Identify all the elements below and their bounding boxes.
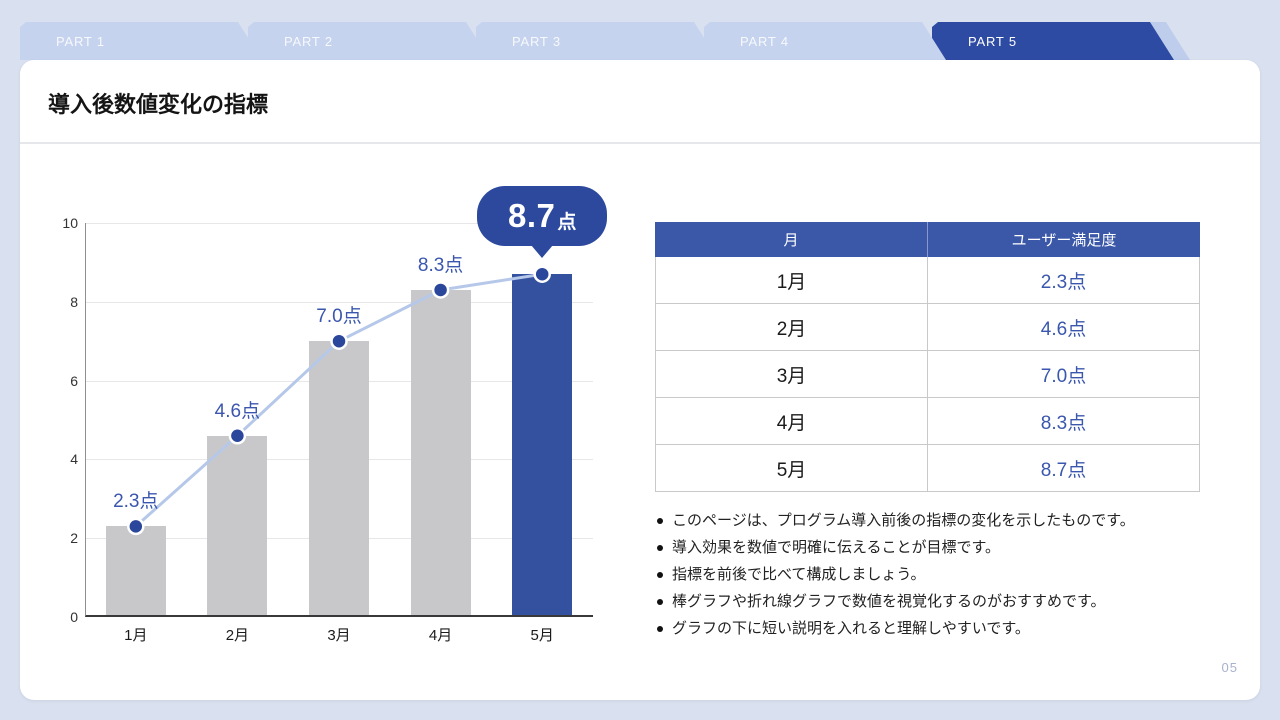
page-number: 05 (1221, 660, 1238, 675)
note-item: 導入効果を数値で明確に伝えることが目標です。 (657, 534, 1232, 561)
y-axis-tick-6: 6 (70, 372, 78, 389)
page-title: 導入後数値変化の指標 (48, 92, 269, 117)
bullet-icon (657, 545, 663, 551)
chart-bar (309, 341, 369, 617)
x-axis-label-3: 3月 (327, 627, 351, 644)
chart-axes (85, 223, 593, 617)
note-text: このページは、プログラム導入前後の指標の変化を示したものです。 (672, 512, 1135, 529)
table-header-month: 月 (655, 222, 928, 257)
value-cell: 4.6点 (1040, 318, 1087, 340)
header-divider (20, 142, 1260, 144)
y-axis-tick-10: 10 (62, 215, 78, 231)
data-point-label: 4.6点 (214, 400, 261, 422)
note-text: グラフの下に短い説明を入れると理解しやすいです。 (672, 620, 1030, 637)
tab-part-4[interactable]: PART 4 (704, 22, 946, 60)
value-cell: 7.0点 (1040, 365, 1087, 387)
x-axis-label-1: 1月 (124, 627, 148, 644)
month-cell: 2月 (656, 304, 928, 350)
note-item: このページは、プログラム導入前後の指標の変化を示したものです。 (657, 507, 1232, 534)
table-header-satisfaction: ユーザー満足度 (1011, 232, 1117, 249)
value-cell: 8.7点 (1040, 459, 1087, 481)
x-axis-label-4: 4月 (428, 627, 453, 644)
table-row: 4月 8.3点 (655, 398, 1200, 445)
x-axis-label-2: 2月 (225, 627, 250, 644)
tab-part-5[interactable]: PART 5 (932, 22, 1174, 60)
x-axis-label-5: 5月 (530, 627, 554, 644)
table-row: 2月 4.6点 (655, 304, 1200, 351)
y-axis-tick-0: 0 (70, 609, 78, 625)
table-row: 1月 2.3点 (655, 257, 1200, 304)
month-cell: 5月 (656, 445, 928, 491)
note-text: 導入効果を数値で明確に伝えることが目標です。 (672, 539, 1001, 556)
y-axis-tick-4: 4 (70, 451, 78, 468)
bullet-icon (657, 572, 663, 578)
table-header-row: 月 ユーザー満足度 (655, 222, 1200, 257)
note-text: 棒グラフや折れ線グラフで数値を視覚化するのがおすすめです。 (672, 593, 1106, 610)
month-cell: 4月 (656, 398, 928, 444)
bullet-icon (657, 518, 663, 524)
data-point-marker (533, 265, 551, 283)
bullet-icon (657, 626, 663, 632)
month-cell: 3月 (656, 351, 928, 397)
satisfaction-chart: 0 2 4 6 8 10 2.3点 4.6点 7.0点 8.3点 8.7 点 1月 2月 3月 4月 5月 (20, 60, 1260, 700)
note-text: 指標を前後で比べて構成しましょう。 (672, 566, 926, 583)
callout-bubble: 8.7 点 (477, 186, 608, 247)
data-point-marker (330, 332, 348, 350)
callout-unit: 点 (557, 211, 577, 233)
value-cell: 2.3点 (1040, 271, 1087, 293)
bullet-icon (657, 599, 663, 605)
gridline-10 (86, 223, 593, 224)
data-point-marker (127, 517, 145, 536)
chart-bar-highlight (512, 274, 573, 617)
y-axis-tick-8: 8 (70, 293, 78, 310)
satisfaction-table: 月 ユーザー満足度 1月 2.3点 2月 4.6点 3月 7.0点 4月 8.3点 5月 8.7点 (655, 222, 1200, 492)
gridline-8 (86, 301, 593, 303)
tab-part-1[interactable]: PART 1 (20, 22, 262, 60)
data-point-marker (431, 281, 450, 299)
chart-bar (105, 526, 166, 617)
data-point-marker (228, 427, 247, 445)
note-item: 棒グラフや折れ線グラフで数値を視覚化するのがおすすめです。 (657, 588, 1232, 615)
tab-part-3[interactable]: PART 3 (476, 22, 718, 60)
tab-part-2[interactable]: PART 2 (248, 22, 490, 60)
notes-list: このページは、プログラム導入前後の指標の変化を示したものです。 導入効果を数値で明… (657, 507, 1232, 642)
slide-card: 導入後数値変化の指標 0 2 4 6 8 10 2.3点 4.6点 7.0点 8.3点 8.7 点 1月… (20, 60, 1260, 700)
data-point-label: 8.3点 (417, 254, 464, 276)
y-axis-tick-2: 2 (70, 530, 78, 547)
month-cell: 1月 (656, 257, 928, 303)
callout-value: 8.7 (507, 197, 556, 235)
note-item: 指標を前後で比べて構成しましょう。 (657, 561, 1232, 588)
note-item: グラフの下に短い説明を入れると理解しやすいです。 (657, 615, 1232, 642)
table-row: 5月 8.7点 (655, 445, 1200, 492)
table-row: 3月 7.0点 (655, 351, 1200, 398)
line-series (127, 265, 551, 536)
data-point-label: 2.3点 (113, 491, 159, 513)
value-cell: 8.3点 (1040, 412, 1087, 434)
callout-tail (531, 245, 554, 259)
table-body: 1月 2.3点 2月 4.6点 3月 7.0点 4月 8.3点 5月 8.7点 (655, 257, 1200, 492)
chart-bar (207, 435, 268, 617)
data-point-label: 7.0点 (316, 306, 362, 328)
chart-bar (410, 289, 471, 617)
